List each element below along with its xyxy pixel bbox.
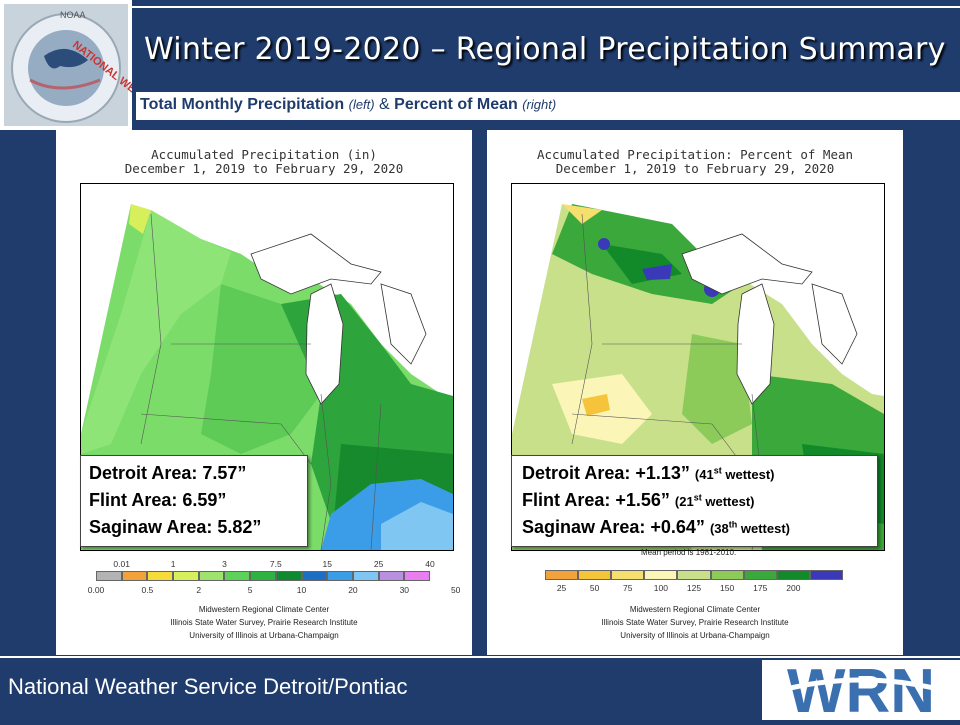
left-credit-1: Midwestern Regional Climate Center: [198, 605, 330, 614]
left-legend-cell: [352, 571, 379, 581]
right-map-title-line2: December 1, 2019 to February 29, 2020: [555, 161, 835, 176]
left-legend-top-tick: 3: [222, 559, 227, 569]
right-legend-tick: 125: [686, 583, 702, 593]
right-callout: Detroit Area: +1.13” (41st wettest) Flin…: [511, 455, 878, 547]
right-map-title-line1: Accumulated Precipitation: Percent of Me…: [536, 147, 854, 162]
left-legend-cell: [378, 571, 405, 581]
right-credit-1: Midwestern Regional Climate Center: [629, 605, 761, 614]
saginaw-departure: Saginaw Area: +0.64” (38th wettest): [522, 517, 791, 537]
left-legend-cell: [96, 571, 122, 581]
subtitle-amp: &: [374, 96, 395, 113]
right-legend-tick: 175: [753, 583, 768, 593]
left-map-panel: Accumulated Precipitation (in) December …: [56, 130, 472, 655]
left-legend-bottom-tick: 5: [247, 585, 253, 595]
left-legend-top-tick: 25: [373, 559, 384, 569]
right-legend-cell: [809, 570, 843, 580]
right-legend-tick: 75: [623, 583, 633, 593]
right-credit-3: University of Illinois at Urbana-Champai…: [620, 631, 770, 640]
left-legend-bottom-tick: 30: [399, 585, 410, 595]
right-legend-cell: [710, 570, 744, 580]
subtitle-part1: Total Monthly Precipitation: [140, 96, 345, 113]
left-credit-2: Illinois State Water Survey, Prairie Res…: [170, 618, 358, 627]
subtitle-right-note: (right): [522, 97, 557, 112]
left-legend-cell: [327, 571, 353, 581]
left-legend-cell: [301, 571, 328, 581]
mean-period-note: Mean period is 1981-2010.: [641, 548, 737, 557]
left-legend-cell: [198, 571, 225, 581]
left-callout: Detroit Area: 7.57” Flint Area: 6.59” Sa…: [80, 455, 308, 547]
left-legend-bottom-tick: 10: [296, 585, 307, 595]
left-legend-bottom-tick: 0.5: [141, 585, 154, 595]
left-legend-top-tick: 7.5: [269, 559, 282, 569]
right-legend-cell: [743, 570, 777, 580]
left-credit-3: University of Illinois at Urbana-Champai…: [189, 631, 339, 640]
right-legend-cell: [611, 570, 645, 580]
right-map-panel: Accumulated Precipitation: Percent of Me…: [487, 130, 903, 655]
subtitle-part2: Percent of Mean: [394, 96, 518, 113]
detroit-total: Detroit Area: 7.57”: [89, 463, 247, 483]
left-legend-cell: [173, 571, 199, 581]
right-legend-tick: 200: [786, 583, 801, 593]
left-legend-top-tick: 15: [322, 559, 332, 569]
left-legend-cell: [250, 571, 276, 581]
right-legend-cell: [776, 570, 810, 580]
saginaw-total: Saginaw Area: 5.82”: [89, 517, 262, 537]
left-legend-top-tick: 40: [425, 559, 435, 569]
right-legend-cell: [578, 570, 612, 580]
right-legend: [545, 570, 843, 580]
subtitle-left-note: (left): [348, 97, 375, 112]
right-legend-tick: 50: [589, 583, 600, 593]
nws-logo: NOAA NATIONAL WEATHER SERVICE: [0, 0, 207, 150]
left-legend-cell: [275, 571, 302, 581]
page-subtitle: Total Monthly Precipitation (left) & Per…: [140, 96, 556, 114]
right-legend-cell: [677, 570, 711, 580]
flint-total: Flint Area: 6.59”: [89, 490, 227, 510]
detroit-departure: Detroit Area: +1.13” (41st wettest): [522, 463, 775, 483]
left-legend-bottom-tick: 2: [196, 585, 202, 595]
right-credit-2: Illinois State Water Survey, Prairie Res…: [601, 618, 789, 627]
right-legend-tick: 100: [653, 583, 668, 593]
left-legend-cell: [404, 571, 430, 581]
left-legend-top-tick: 0.01: [113, 559, 130, 569]
right-legend-cell: [644, 570, 678, 580]
left-legend-cell: [121, 571, 148, 581]
left-legend-bottom-tick: 50: [450, 585, 461, 595]
right-legend-cell: [545, 570, 579, 580]
header-rule: [0, 6, 960, 8]
subtitle-bar: Total Monthly Precipitation (left) & Per…: [136, 92, 960, 120]
page-title: Winter 2019-2020 – Regional Precipitatio…: [144, 32, 946, 67]
left-map-title-line2: December 1, 2019 to February 29, 2020: [124, 161, 404, 176]
left-map-title-line1: Accumulated Precipitation (in): [151, 147, 377, 162]
right-legend-tick: 25: [556, 583, 567, 593]
left-legend-cell: [147, 571, 174, 581]
svg-text:WRN: WRN: [787, 660, 935, 720]
left-legend-top-tick: 1: [170, 559, 176, 569]
title-bar: Winter 2019-2020 – Regional Precipitatio…: [136, 12, 960, 90]
flint-departure: Flint Area: +1.56” (21st wettest): [522, 490, 755, 510]
left-legend-cell: [224, 571, 251, 581]
left-legend-bottom-tick: 0.00: [87, 585, 105, 595]
svg-text:NOAA: NOAA: [60, 10, 86, 20]
right-legend-tick: 150: [720, 583, 735, 593]
footer-office-name: National Weather Service Detroit/Pontiac: [8, 674, 408, 699]
wrn-logo: WRN: [762, 657, 960, 725]
left-legend-bottom-tick: 20: [348, 585, 358, 595]
left-legend: [96, 571, 430, 581]
